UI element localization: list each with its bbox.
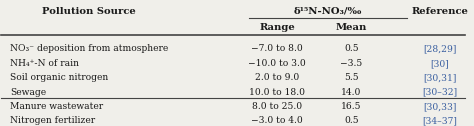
Text: Reference: Reference (411, 7, 468, 15)
Text: −3.0 to 4.0: −3.0 to 4.0 (251, 116, 303, 125)
Text: −7.0 to 8.0: −7.0 to 8.0 (251, 44, 303, 53)
Text: −3.5: −3.5 (340, 59, 363, 68)
Text: [30,31]: [30,31] (423, 73, 456, 82)
Text: 10.0 to 18.0: 10.0 to 18.0 (249, 88, 305, 97)
Text: δ¹⁵N-NO₃/‰: δ¹⁵N-NO₃/‰ (294, 7, 362, 15)
Text: [30,33]: [30,33] (423, 102, 456, 111)
Text: −10.0 to 3.0: −10.0 to 3.0 (248, 59, 306, 68)
Text: [30]: [30] (430, 59, 449, 68)
Text: NH₄⁺-N of rain: NH₄⁺-N of rain (10, 59, 79, 68)
Text: 0.5: 0.5 (344, 116, 359, 125)
Text: [28,29]: [28,29] (423, 44, 456, 53)
Text: NO₃⁻ deposition from atmosphere: NO₃⁻ deposition from atmosphere (10, 44, 168, 53)
Text: [34–37]: [34–37] (422, 116, 457, 125)
Text: Sewage: Sewage (10, 88, 46, 97)
Text: 0.5: 0.5 (344, 44, 359, 53)
Text: Pollution Source: Pollution Source (42, 7, 136, 15)
Text: Soil organic nitrogen: Soil organic nitrogen (10, 73, 108, 82)
Text: 2.0 to 9.0: 2.0 to 9.0 (255, 73, 299, 82)
Text: Nitrogen fertilizer: Nitrogen fertilizer (10, 116, 95, 125)
Text: 5.5: 5.5 (344, 73, 359, 82)
Text: 8.0 to 25.0: 8.0 to 25.0 (252, 102, 302, 111)
Text: Mean: Mean (336, 23, 367, 32)
Text: Range: Range (259, 23, 295, 32)
Text: 16.5: 16.5 (341, 102, 362, 111)
Text: [30–32]: [30–32] (422, 88, 457, 97)
Text: Manure wastewater: Manure wastewater (10, 102, 103, 111)
Text: 14.0: 14.0 (341, 88, 362, 97)
